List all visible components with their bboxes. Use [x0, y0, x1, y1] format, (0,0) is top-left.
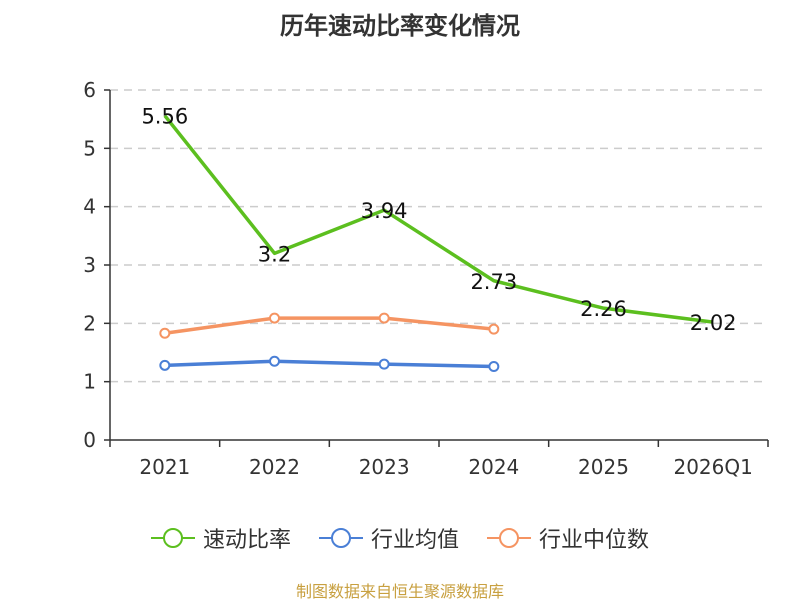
legend-marker-quick-ratio — [150, 527, 195, 549]
y-tick-label: 0 — [83, 428, 96, 452]
data-label: 3.2 — [258, 242, 291, 266]
x-tick-label: 2025 — [578, 455, 629, 479]
data-label: 5.56 — [141, 105, 188, 129]
legend-label-quick-ratio: 速动比率 — [202, 528, 291, 553]
x-tick-label: 2024 — [468, 455, 519, 479]
y-tick-label: 1 — [83, 370, 96, 394]
data-point — [269, 355, 280, 367]
legend: 速动比率 行业均值 行业中位数 — [0, 522, 800, 554]
legend-label-industry-mean: 行业均值 — [370, 528, 459, 553]
x-tick-label: 2022 — [249, 455, 300, 479]
data-point — [269, 312, 280, 324]
data-point — [378, 312, 390, 324]
legend-label-industry-median: 行业中位数 — [539, 528, 650, 553]
y-tick-label: 6 — [83, 78, 96, 102]
y-tick-label: 4 — [83, 195, 96, 219]
data-label: 2.73 — [470, 270, 517, 294]
legend-item-quick-ratio[interactable]: 速动比率 — [150, 522, 291, 554]
legend-marker-industry-median — [487, 527, 531, 549]
data-point — [159, 359, 171, 371]
x-tick-label: 2023 — [359, 455, 410, 479]
data-label: 2.26 — [580, 297, 627, 321]
series-line-2 — [164, 316, 495, 335]
legend-item-industry-mean[interactable]: 行业均值 — [318, 522, 459, 554]
series-line-0 — [163, 114, 714, 324]
data-point — [488, 361, 500, 372]
y-tick-label: 5 — [83, 136, 96, 160]
y-tick-label: 2 — [83, 311, 96, 335]
data-point — [159, 327, 171, 339]
series-line-1 — [164, 359, 494, 369]
data-label: 2.02 — [690, 311, 737, 335]
data-point — [378, 358, 390, 370]
legend-marker-industry-mean — [318, 527, 363, 549]
data-point — [488, 323, 500, 335]
legend-item-industry-median[interactable]: 行业中位数 — [487, 522, 649, 554]
x-tick-label: 2026Q1 — [673, 455, 752, 479]
chart-title: 历年速动比率变化情况 — [280, 12, 520, 40]
source-note: 制图数据来自恒生聚源数据库 — [295, 582, 504, 601]
x-tick-label: 2021 — [139, 455, 190, 479]
y-tick-label: 3 — [83, 253, 96, 277]
data-label: 3.94 — [361, 199, 408, 223]
